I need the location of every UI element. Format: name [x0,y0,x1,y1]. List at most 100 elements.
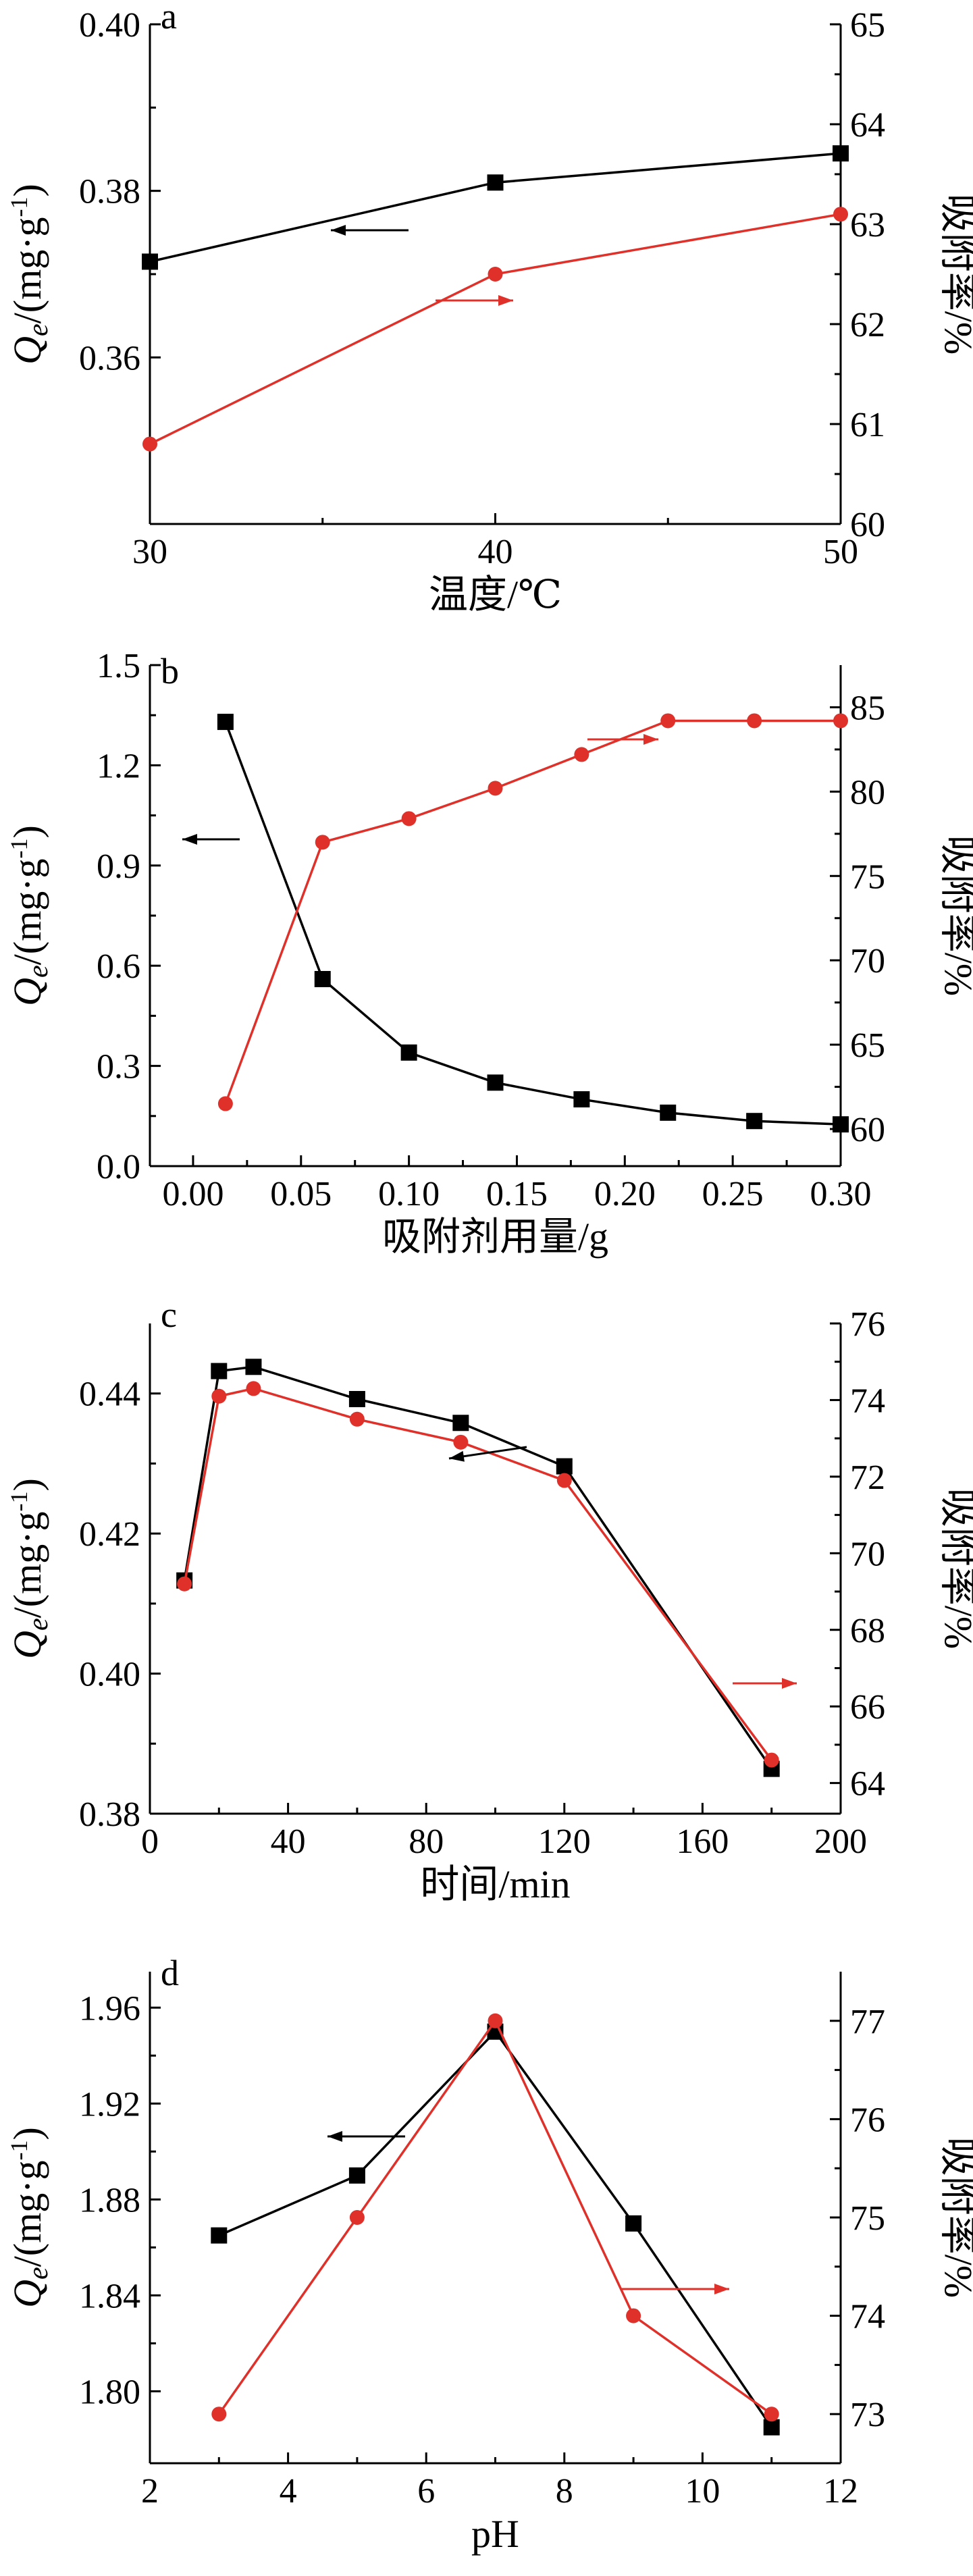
x-tick-label: 200 [814,1822,867,1861]
left-y-title-unit: /(mg·g [5,1511,49,1618]
x-tick-label: 40 [271,1822,306,1861]
data-point-square [245,1359,262,1375]
left-y-tick-label: 0.0 [97,1148,140,1186]
left-y-axis-title: Qe/(mg·g-1) [5,2127,54,2308]
right-y-tick-label: 72 [850,1458,885,1497]
left-y-tick-label: 0.6 [97,947,140,986]
right-y-tick-label: 61 [850,406,885,444]
axis-indicator-arrow [448,1446,527,1462]
data-point-square [452,1415,469,1431]
arrow-head [782,1678,797,1689]
panel-b: 0.00 0.05 0.10 0.15 0.20 0.25 0.30 0.0 0.3 0.6 0.9… [5,647,973,1259]
data-point-square [573,1091,590,1108]
data-point-circle [142,436,157,452]
x-axis-title: pH [471,2512,519,2556]
left-y-tick-label: 0.40 [79,1656,140,1694]
x-tick-label: 50 [823,533,858,571]
left-y-title-subscript: e [23,965,54,978]
left-y-tick-label: 1.88 [79,2181,140,2219]
arrow-head [714,2284,729,2294]
left-y-title-close: ) [5,2127,49,2140]
right-y-tick-label: 74 [850,1382,885,1420]
left-y-title-subscript: e [23,323,54,336]
panel-d: 2 4 6 8 10 12 1.80 1.84 1.88 1.92 1.96 73 74 75 76 77 pH… [5,1953,973,2556]
panel-letter: d [161,1953,179,1993]
axis-indicator-arrow [587,734,658,745]
arrow-head [449,1450,465,1462]
right-y-tick-label: 77 [850,2003,885,2041]
left-y-tick-label: 0.44 [79,1375,140,1414]
x-tick-label: 8 [556,2472,573,2511]
left-y-tick-label: 1.2 [97,747,140,785]
x-tick-label: 30 [132,533,167,571]
right-y-tick-label: 66 [850,1688,885,1727]
right-y-tick-label: 62 [850,306,885,344]
left-y-tick-label: 1.92 [79,2085,140,2124]
data-point-circle [211,1388,227,1404]
left-y-title-symbol: Q [5,1631,49,1659]
data-point-square [660,1104,677,1121]
data-point-circle [488,2013,503,2028]
right-y-tick-label: 74 [850,2298,885,2336]
data-point-circle [556,1473,572,1488]
data-point-circle [349,1411,365,1427]
data-point-circle [453,1434,469,1450]
axis-indicator-arrow [182,834,240,845]
arrow-head [498,295,513,306]
x-tick-label: 2 [141,2472,159,2511]
x-tick-label: 0.05 [270,1175,332,1213]
right-y-tick-label: 70 [850,1535,885,1573]
left-y-title-symbol: Q [5,978,49,1006]
x-tick-label: 0.25 [702,1175,764,1213]
data-point-circle [747,713,762,729]
x-tick-label: 0.30 [810,1175,872,1213]
x-tick-label: 0.15 [486,1175,548,1213]
axis-indicator-arrow [331,225,409,236]
data-point-square [833,145,849,162]
x-axis-title: 温度/℃ [429,573,562,616]
data-point-circle [246,1381,261,1396]
data-point-circle [217,1096,233,1111]
panel-letter: a [161,0,177,36]
left-y-tick-label: 1.5 [97,647,140,685]
left-y-tick-label: 0.9 [97,847,140,886]
data-point-square [487,174,504,191]
x-tick-label: 6 [417,2472,435,2511]
x-tick-label: 0.00 [162,1175,223,1213]
left-y-axis-title: Qe/(mg·g-1) [5,184,54,365]
data-point-circle [833,713,848,729]
data-point-circle [177,1576,192,1592]
x-tick-label: 160 [676,1822,729,1861]
data-point-square [348,1391,365,1408]
left-y-tick-label: 0.38 [79,173,140,211]
arrow-head [327,2131,342,2142]
axis-indicator-arrow [621,2284,729,2294]
right-y-axis-title: 吸附率/% [937,194,973,354]
right-y-tick-label: 60 [850,506,885,544]
data-point-square [211,1363,228,1379]
x-axis-title: 时间/min [420,1862,570,1906]
left-y-title-symbol: Q [5,2280,49,2308]
data-point-square [217,714,234,731]
right-y-axis-title: 吸附率/% [937,2137,973,2298]
axis-indicator-arrow [436,295,513,306]
right-y-tick-label: 63 [850,206,885,244]
right-y-tick-label: 75 [850,858,885,896]
right-y-tick-label: 73 [850,2396,885,2434]
left-y-tick-label: 1.80 [79,2373,140,2411]
data-point-circle [211,2407,227,2422]
series-right-line [149,213,841,446]
x-tick-label: 40 [478,533,513,571]
data-point-circle [626,2308,641,2323]
x-tick-label: 0.10 [378,1175,440,1213]
data-point-square [833,1116,849,1133]
right-y-tick-label: 64 [850,1765,885,1804]
data-point-square [400,1044,417,1061]
series-left-line [183,1365,773,1770]
x-tick-label: 0 [141,1822,159,1861]
right-y-tick-label: 60 [850,1111,885,1149]
left-y-title-superscript: -1 [5,2140,32,2160]
right-y-tick-label: 68 [850,1612,885,1650]
left-y-title-superscript: -1 [5,1491,32,1511]
left-y-title-close: ) [5,1478,49,1491]
